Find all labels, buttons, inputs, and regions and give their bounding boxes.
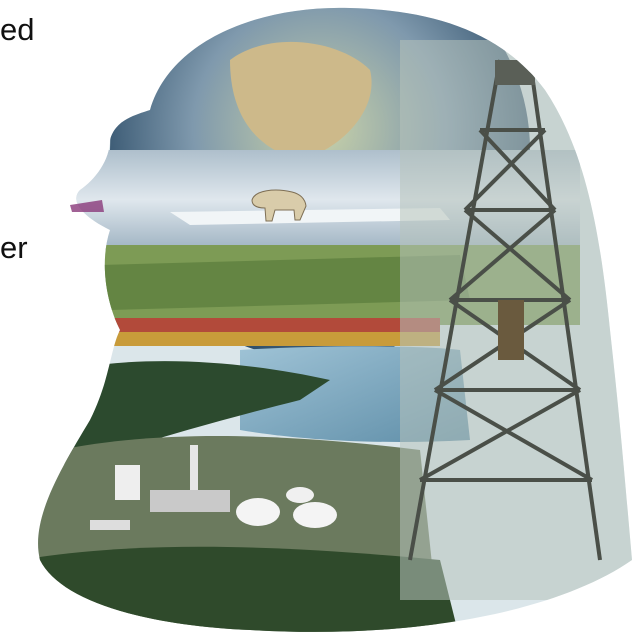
building xyxy=(90,520,130,530)
stripe-yellow xyxy=(110,332,440,346)
derrick-cross xyxy=(448,208,557,302)
derrick-cross xyxy=(419,388,581,482)
tank xyxy=(293,502,337,528)
building xyxy=(115,465,140,500)
vegetation xyxy=(100,255,470,310)
text-fragment: ed xyxy=(0,12,35,47)
accent-smudge xyxy=(70,200,104,212)
crown-block xyxy=(495,60,535,85)
traveling-block xyxy=(498,300,524,360)
tank xyxy=(236,498,280,526)
ice-floe xyxy=(170,208,450,225)
stack xyxy=(190,445,198,495)
building xyxy=(150,490,230,512)
derrick-cross xyxy=(463,128,547,212)
stripe-red xyxy=(110,318,440,332)
tank xyxy=(286,487,314,503)
forest-lower xyxy=(38,546,460,632)
derrick-cross xyxy=(434,388,593,482)
text-fragment: er xyxy=(0,230,28,265)
continent xyxy=(230,41,372,160)
derrick-cross xyxy=(463,208,572,302)
derrick-cross xyxy=(478,128,557,212)
polar-bear xyxy=(251,189,307,222)
